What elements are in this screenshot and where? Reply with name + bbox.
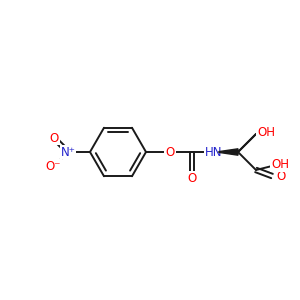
Text: O: O	[50, 131, 58, 145]
Polygon shape	[219, 149, 238, 155]
Text: HN: HN	[205, 146, 223, 158]
Text: OH: OH	[257, 125, 275, 139]
Text: O: O	[165, 146, 175, 158]
Text: O: O	[188, 172, 196, 184]
Text: OH: OH	[271, 158, 289, 172]
Text: O: O	[276, 170, 285, 184]
Text: O⁻: O⁻	[45, 160, 61, 172]
Text: N⁺: N⁺	[61, 146, 75, 158]
